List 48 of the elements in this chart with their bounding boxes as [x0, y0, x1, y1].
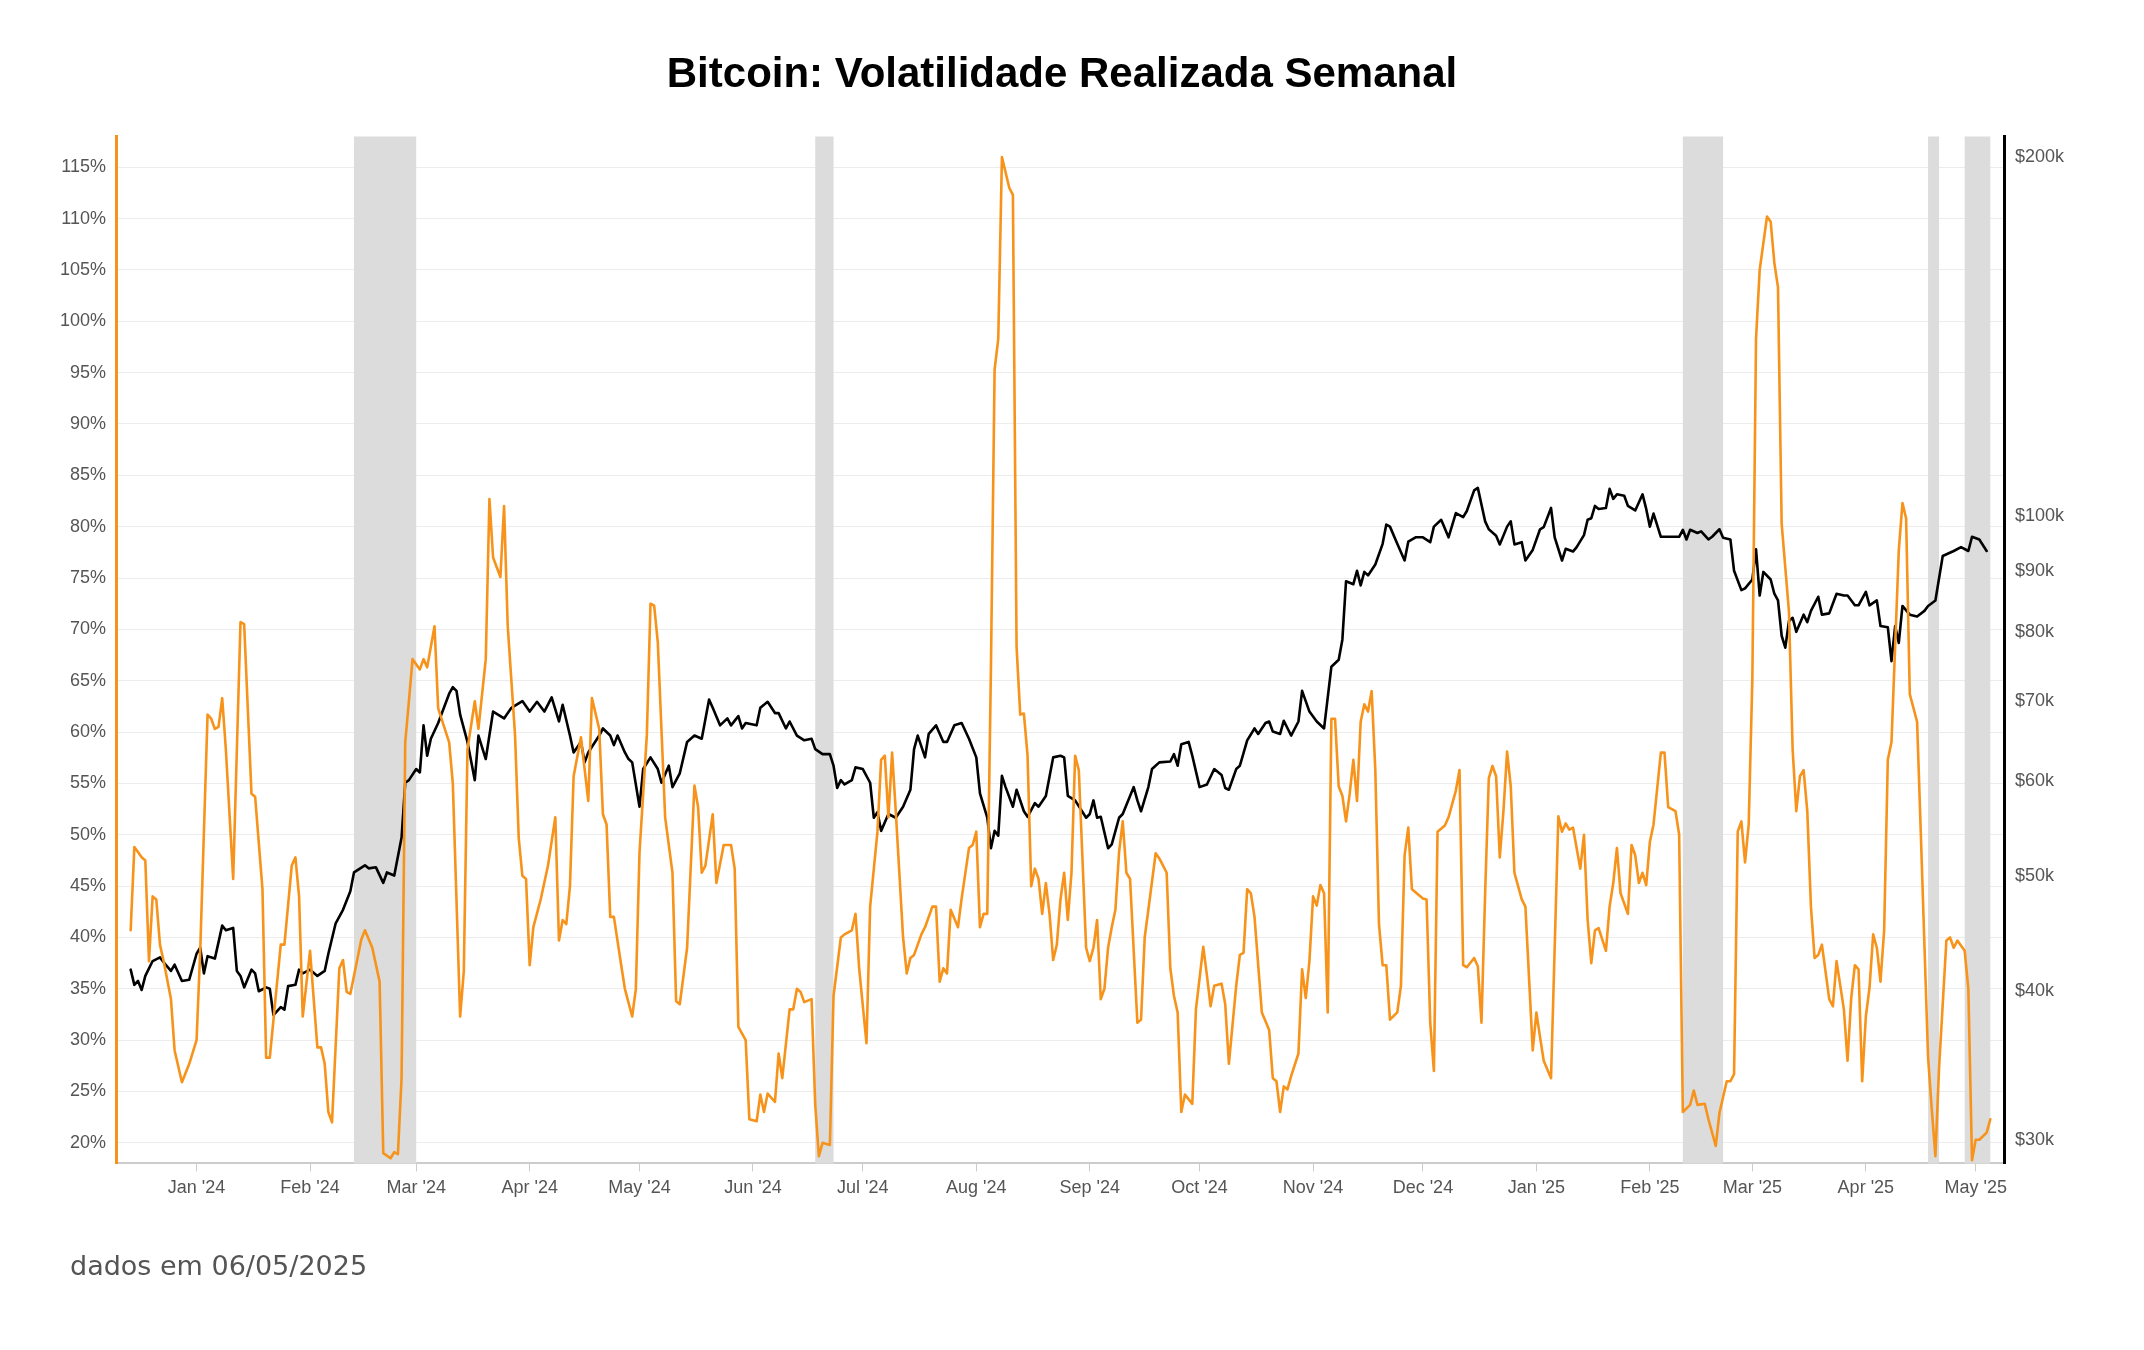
y2-tick-label: $90k [2014, 559, 2055, 580]
chart-title: Bitcoin: Volatilidade Realizada Semanal [666, 48, 1458, 96]
y-tick-label: 50% [70, 823, 107, 844]
y2-tick-label: $80k [2014, 620, 2055, 641]
y-tick-label: 60% [70, 721, 107, 742]
y-tick-label: 70% [70, 618, 107, 639]
y2-tick-label: $70k [2014, 690, 2055, 711]
x-tick-label: Sep '24 [1059, 1177, 1121, 1198]
text: dados em 06/05/2025 [70, 1250, 368, 1281]
y2-tick-label: $30k [2014, 1129, 2055, 1150]
y-tick-label: 85% [70, 464, 107, 485]
x-tick-label: Mar '24 [386, 1177, 446, 1198]
x-tick-label: Dec '24 [1392, 1177, 1454, 1198]
x-tick-label: Aug '24 [946, 1177, 1007, 1198]
x-tick-label: Mar '25 [1722, 1177, 1783, 1198]
y-tick-label: 65% [70, 669, 107, 690]
y-tick-label: 25% [70, 1080, 107, 1101]
y2-tick-label: $50k [2014, 864, 2055, 885]
y-tick-label: 55% [70, 772, 107, 793]
y-tick-label: 45% [70, 875, 107, 896]
x-tick-label: Jan '24 [167, 1177, 226, 1198]
x-tick-label: Apr '25 [1837, 1177, 1895, 1198]
y-tick-label: 20% [70, 1131, 107, 1152]
x-tick-label: Jun '24 [724, 1177, 782, 1198]
x-tick-label: Jul '24 [837, 1177, 889, 1198]
y-tick-label: 75% [70, 566, 107, 587]
x-tick-label: Oct '24 [1171, 1177, 1228, 1198]
x-tick-label: May '25 [1944, 1177, 2007, 1198]
x-tick-label: Feb '24 [280, 1177, 340, 1198]
y-tick-label: 100% [59, 310, 107, 331]
y-tick-label: 110% [61, 207, 107, 228]
y-tick-label: 80% [70, 515, 107, 536]
y-tick-label: 95% [70, 361, 107, 382]
y2-tick-label: $200k [2014, 145, 2065, 166]
x-tick-label: Jan '25 [1507, 1177, 1566, 1198]
x-tick-label: Apr '24 [501, 1177, 558, 1198]
y-tick-label: 115% [61, 156, 107, 177]
x-tick-label: May '24 [608, 1177, 671, 1198]
x-tick-label: Feb '25 [1620, 1177, 1680, 1198]
y-tick-label: 35% [70, 977, 107, 998]
x-tick-label: Nov '24 [1282, 1177, 1344, 1198]
y-tick-label: 105% [59, 258, 107, 279]
y2-tick-label: $60k [2014, 769, 2055, 790]
y2-tick-label: $100k [2014, 505, 2065, 526]
y-tick-label: 40% [70, 926, 107, 947]
y-tick-label: 90% [70, 412, 107, 433]
y-tick-label: 30% [70, 1029, 107, 1050]
y2-tick-label: $40k [2014, 980, 2055, 1001]
